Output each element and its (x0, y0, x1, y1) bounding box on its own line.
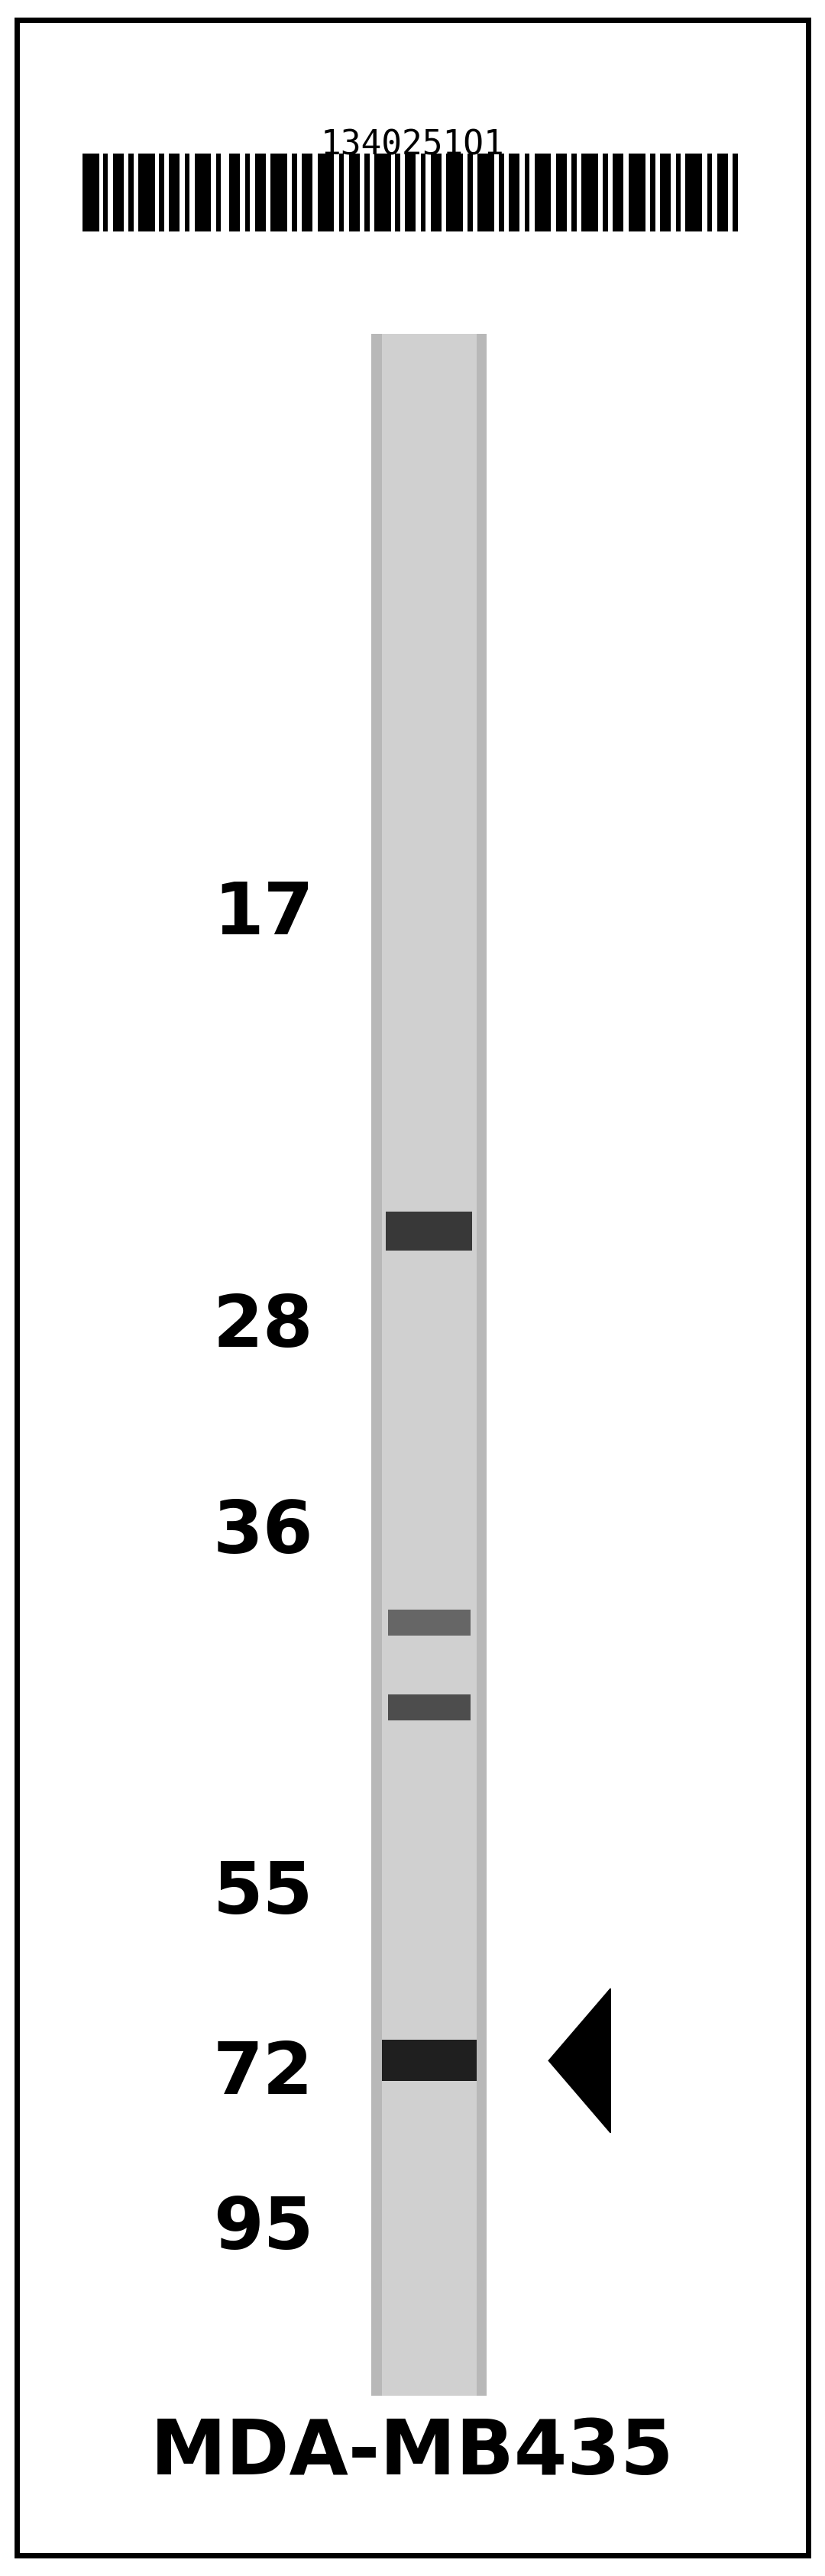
Text: 95: 95 (213, 2192, 313, 2264)
FancyBboxPatch shape (686, 155, 702, 232)
Text: 36: 36 (213, 1497, 313, 1569)
FancyBboxPatch shape (446, 155, 463, 232)
FancyBboxPatch shape (421, 155, 426, 232)
FancyBboxPatch shape (629, 155, 645, 232)
FancyBboxPatch shape (292, 155, 297, 232)
FancyBboxPatch shape (535, 155, 551, 232)
FancyBboxPatch shape (650, 155, 655, 232)
FancyBboxPatch shape (613, 155, 624, 232)
FancyBboxPatch shape (302, 155, 313, 232)
Text: 72: 72 (213, 2038, 313, 2110)
FancyBboxPatch shape (318, 155, 334, 232)
FancyBboxPatch shape (195, 155, 211, 232)
FancyBboxPatch shape (468, 155, 473, 232)
Text: 28: 28 (213, 1291, 313, 1363)
FancyBboxPatch shape (139, 155, 155, 232)
FancyBboxPatch shape (339, 155, 344, 232)
FancyBboxPatch shape (676, 155, 681, 232)
Polygon shape (549, 1989, 610, 2133)
FancyBboxPatch shape (349, 155, 360, 232)
FancyBboxPatch shape (582, 155, 598, 232)
FancyBboxPatch shape (525, 155, 530, 232)
FancyBboxPatch shape (375, 155, 391, 232)
FancyBboxPatch shape (572, 155, 577, 232)
FancyBboxPatch shape (660, 155, 671, 232)
Text: 17: 17 (213, 878, 313, 951)
FancyBboxPatch shape (733, 155, 738, 232)
FancyBboxPatch shape (365, 155, 370, 232)
FancyBboxPatch shape (603, 155, 608, 232)
FancyBboxPatch shape (255, 155, 266, 232)
FancyBboxPatch shape (216, 155, 221, 232)
FancyBboxPatch shape (129, 155, 134, 232)
FancyBboxPatch shape (707, 155, 712, 232)
FancyBboxPatch shape (381, 2040, 477, 2081)
FancyBboxPatch shape (388, 1610, 470, 1636)
FancyBboxPatch shape (388, 1695, 470, 1721)
Text: 55: 55 (213, 1857, 313, 1929)
Text: MDA-MB435: MDA-MB435 (151, 2416, 674, 2488)
FancyBboxPatch shape (169, 155, 180, 232)
FancyBboxPatch shape (717, 155, 728, 232)
FancyBboxPatch shape (556, 155, 567, 232)
FancyBboxPatch shape (405, 155, 416, 232)
FancyBboxPatch shape (386, 1211, 472, 1249)
Text: 1340251O1: 1340251O1 (321, 129, 504, 162)
FancyBboxPatch shape (245, 155, 250, 232)
FancyBboxPatch shape (395, 155, 400, 232)
FancyBboxPatch shape (371, 335, 487, 2396)
FancyBboxPatch shape (509, 155, 520, 232)
FancyBboxPatch shape (478, 155, 494, 232)
FancyBboxPatch shape (229, 155, 240, 232)
FancyBboxPatch shape (499, 155, 504, 232)
FancyBboxPatch shape (431, 155, 441, 232)
FancyBboxPatch shape (113, 155, 124, 232)
FancyBboxPatch shape (271, 155, 287, 232)
FancyBboxPatch shape (82, 155, 99, 232)
FancyBboxPatch shape (103, 155, 108, 232)
FancyBboxPatch shape (381, 335, 477, 2396)
FancyBboxPatch shape (185, 155, 190, 232)
FancyBboxPatch shape (159, 155, 164, 232)
